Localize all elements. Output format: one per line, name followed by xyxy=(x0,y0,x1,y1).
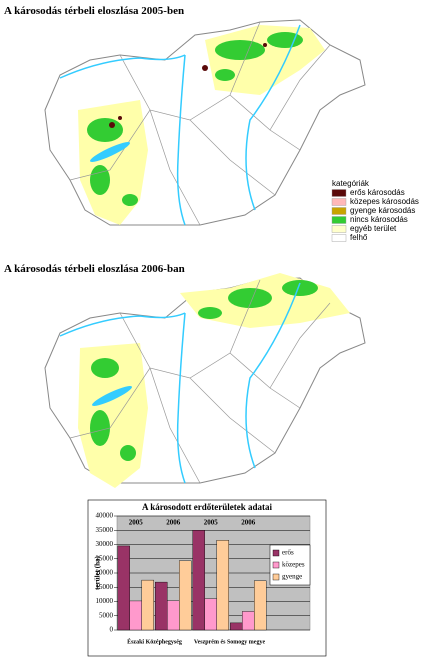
legend-label: gyenge károsodás xyxy=(350,206,415,215)
y-tick-label: 25000 xyxy=(96,554,114,562)
legend-swatch xyxy=(331,216,347,224)
category-label: 2005 xyxy=(204,519,219,527)
legend-label: erős xyxy=(282,549,294,557)
y-tick-label: 30000 xyxy=(96,540,114,548)
map-2006 xyxy=(44,273,366,488)
legend-swatch xyxy=(272,549,280,557)
bar xyxy=(155,581,168,631)
legend-label: közepes károsodás xyxy=(350,197,419,206)
legend-label: erős károsodás xyxy=(350,188,405,197)
y-tick-label: 40000 xyxy=(96,512,114,520)
category-label: 2006 xyxy=(166,519,181,527)
bar xyxy=(179,560,192,631)
bar xyxy=(129,600,142,631)
legend-title: kategóriák xyxy=(332,179,370,188)
chart-title: A károsodott erdőterületek adatai xyxy=(142,502,273,512)
legend-swatch xyxy=(272,573,280,581)
map-title: A károsodás térbeli eloszlása 2006-ban xyxy=(4,263,185,275)
legend-label: felhő xyxy=(350,233,368,242)
chart: 0 5000 10000 15000 20000 25000 30000 35000 40000… xyxy=(94,512,311,645)
y-axis-label: terület (ha) xyxy=(94,556,102,590)
legend-label: egyéb terület xyxy=(350,224,397,233)
bar xyxy=(192,530,205,631)
map-2005 xyxy=(44,19,366,226)
y-tick-label: 5000 xyxy=(99,611,114,619)
bar xyxy=(141,579,154,631)
legend-swatch xyxy=(331,189,347,197)
category-label: 2005 xyxy=(129,519,144,527)
bar xyxy=(230,622,243,631)
bar xyxy=(167,600,180,631)
bar xyxy=(204,598,217,631)
y-tick-label: 35000 xyxy=(96,526,114,534)
group-label: Veszprém és Somogy megye xyxy=(194,639,266,645)
group-label: Északi Középhegység xyxy=(127,637,182,645)
legend-swatch xyxy=(331,234,347,242)
legend-label: közepes xyxy=(282,561,305,569)
bar xyxy=(216,540,229,631)
legend-label: nincs károsodás xyxy=(350,215,408,224)
bar xyxy=(242,611,255,631)
legend-swatch xyxy=(331,225,347,233)
y-tick-label: 0 xyxy=(110,626,114,634)
bar xyxy=(254,580,267,631)
category-label: 2006 xyxy=(241,519,256,527)
legend-swatch xyxy=(331,198,347,206)
legend-label: gyenge xyxy=(282,573,302,581)
bar xyxy=(117,545,130,631)
legend-swatch xyxy=(331,207,347,215)
y-tick-label: 10000 xyxy=(96,597,114,605)
y-tick-label: 20000 xyxy=(96,569,114,577)
y-tick-label: 15000 xyxy=(96,583,114,591)
legend-swatch xyxy=(272,561,280,569)
map-title: A károsodás térbeli eloszlása 2005-ben xyxy=(4,5,184,17)
